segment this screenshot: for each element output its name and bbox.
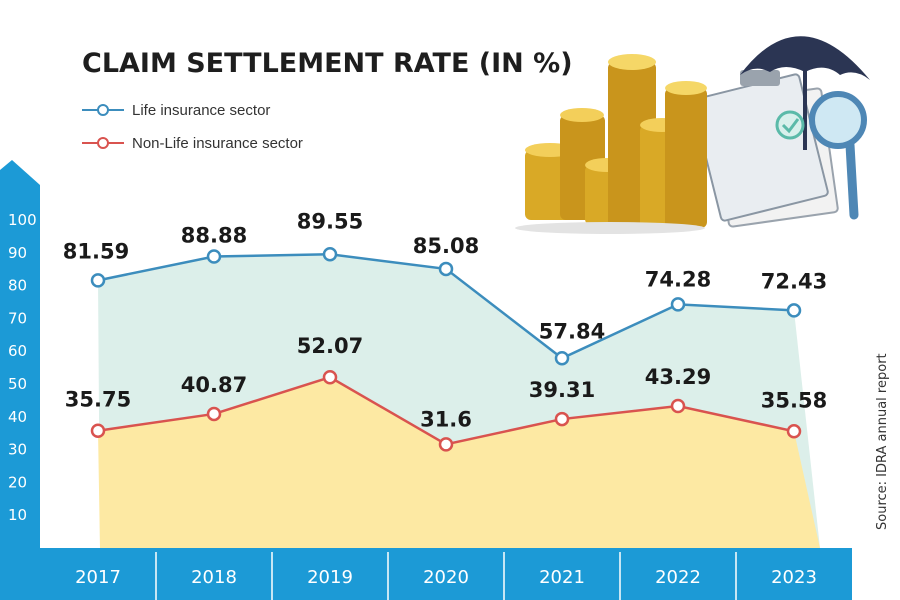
y-tick-10: 10 [8,506,27,524]
nonlife-point-2020 [438,437,454,452]
life-data-label-2022: 74.28 [645,267,711,291]
life-data-label-2023: 72.43 [761,269,827,293]
y-tick-40: 40 [8,408,27,426]
nonlife-data-label-2023: 35.58 [761,388,827,412]
nonlife-data-label-2018: 40.87 [181,373,247,397]
nonlife-point-2023 [786,424,802,439]
y-tick-30: 30 [8,441,27,459]
nonlife-data-label-2022: 43.29 [645,365,711,389]
life-data-label-2018: 88.88 [181,223,247,247]
life-point-2020 [438,261,454,277]
x-tick-2018: 2018 [191,567,237,588]
source-note: Source: IDRA annual report [875,353,890,530]
x-tick-2020: 2020 [423,567,469,588]
y-tick-80: 80 [8,277,27,295]
y-tick-50: 50 [8,375,27,393]
life-data-label-2017: 81.59 [63,239,129,263]
y-tick-20: 20 [8,473,27,491]
legend: Life insurance sector Non-Life insurance… [82,102,303,152]
insurance-illustration-icon [515,36,870,234]
x-tick-2017: 2017 [75,567,121,588]
nonlife-point-2021 [554,411,570,427]
y-tick-70: 70 [8,309,27,327]
nonlife-point-2019 [322,369,338,385]
life-point-2018 [206,249,222,264]
nonlife-data-label-2020: 31.6 [420,407,472,431]
nonlife-data-label-2021: 39.31 [529,378,595,402]
y-axis-band [0,160,40,600]
life-point-2017 [90,273,106,288]
legend-life-swatch-marker [97,104,109,116]
x-axis-band [40,548,852,600]
nonlife-data-label-2017: 35.75 [65,388,131,412]
y-tick-90: 90 [8,244,27,262]
y-tick-100: 100 [8,211,37,229]
life-data-label-2021: 57.84 [539,319,605,343]
legend-nonlife-label: Non-Life insurance sector [132,135,303,152]
chart-title: CLAIM SETTLEMENT RATE (IN %) [82,48,573,79]
nonlife-series-area [98,377,820,548]
nonlife-point-2017 [90,423,106,438]
x-tick-2021: 2021 [539,567,585,588]
legend-nonlife-swatch-marker [97,137,109,149]
nonlife-point-2022 [670,398,686,414]
life-point-2021 [554,351,570,366]
life-data-label-2019: 89.55 [297,209,363,233]
life-point-2023 [786,303,802,318]
life-point-2022 [670,297,686,312]
x-tick-2019: 2019 [307,567,353,588]
y-tick-60: 60 [8,342,27,360]
nonlife-data-label-2019: 52.07 [297,334,363,358]
legend-life-label: Life insurance sector [132,102,270,119]
nonlife-point-2018 [206,406,222,422]
x-tick-2023: 2023 [771,567,817,588]
life-data-label-2020: 85.08 [413,234,479,258]
life-point-2019 [322,247,338,262]
x-tick-2022: 2022 [655,567,701,588]
